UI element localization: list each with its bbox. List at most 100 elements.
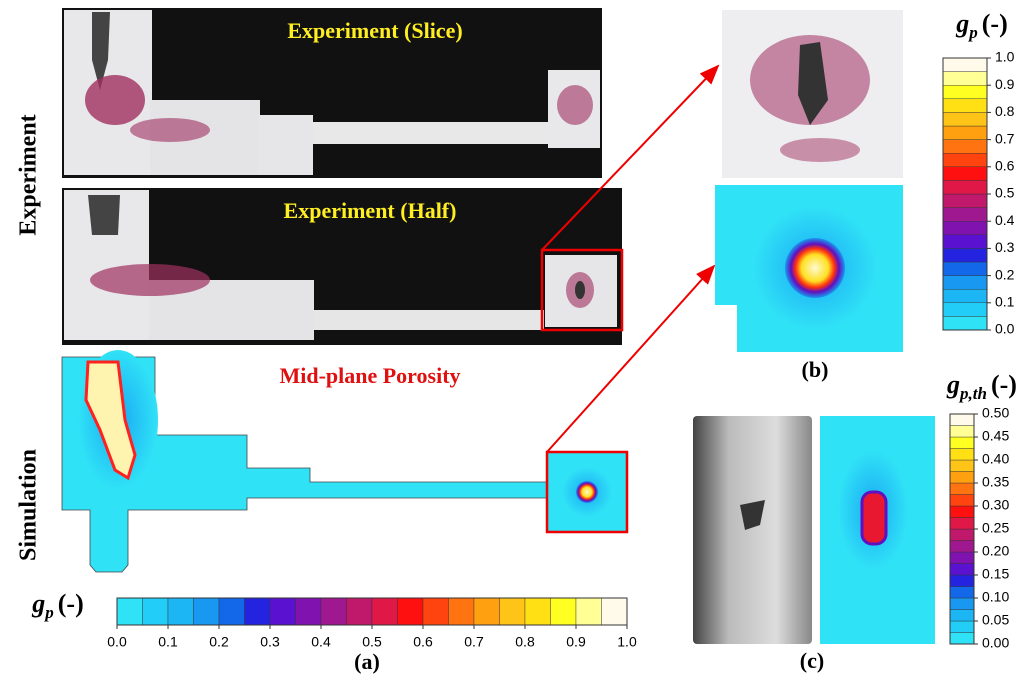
colorbar-title: gp,th(-): [946, 370, 1017, 403]
unit: (-): [58, 589, 84, 618]
figure: Experiment Simulation Experiment (Slice)…: [0, 0, 1035, 687]
color-step: [372, 598, 398, 625]
tick-label: 0.40: [982, 451, 1009, 467]
color-step: [950, 541, 974, 553]
tick-label: 0.8: [515, 634, 535, 650]
color-step: [950, 564, 974, 576]
color-step: [943, 126, 987, 140]
color-step: [950, 587, 974, 599]
color-step: [576, 598, 602, 625]
color-step: [168, 598, 194, 625]
tick-label: 0.6: [995, 158, 1015, 174]
subscript: p: [43, 603, 54, 622]
color-step: [943, 112, 987, 126]
color-step: [525, 598, 551, 625]
color-step: [943, 99, 987, 113]
color-step: [500, 598, 526, 625]
symbol: g: [946, 370, 960, 399]
subscript: p,th: [958, 384, 987, 403]
tick-label: 0.4: [311, 634, 331, 650]
panel-label: (a): [354, 649, 380, 674]
color-step: [950, 483, 974, 495]
color-step: [943, 221, 987, 235]
panel-title: Experiment (Half): [284, 198, 457, 223]
tick-label: 0.30: [982, 497, 1009, 513]
tick-label: 0.3: [995, 239, 1015, 255]
tick-label: 0.20: [982, 543, 1009, 559]
porosity-field: [862, 492, 886, 544]
color-step: [950, 518, 974, 530]
tick-label: 0.00: [982, 635, 1009, 651]
tick-label: 0.9: [566, 634, 586, 650]
color-step: [943, 194, 987, 208]
color-step: [950, 610, 974, 622]
color-step: [950, 506, 974, 518]
color-step: [296, 598, 322, 625]
zoom-photo: [722, 10, 903, 178]
color-step: [943, 289, 987, 303]
xray-photo: [693, 416, 812, 644]
color-step: [950, 552, 974, 564]
tick-label: 0.50: [982, 405, 1009, 421]
tick-label: 0.0: [995, 321, 1015, 337]
tick-label: 0.6: [413, 634, 433, 650]
color-step: [474, 598, 500, 625]
zoom-simulation: [715, 185, 903, 352]
tick-label: 0.2: [995, 266, 1015, 282]
color-step: [270, 598, 296, 625]
tick-label: 0.1: [158, 634, 178, 650]
color-step: [943, 235, 987, 249]
tick-label: 0.35: [982, 474, 1009, 490]
tick-label: 0.15: [982, 566, 1009, 582]
color-step: [943, 153, 987, 167]
color-step: [943, 58, 987, 72]
color-step: [943, 316, 987, 330]
tick-label: 0.7: [995, 130, 1015, 146]
panel-title: Mid-plane Porosity: [279, 363, 460, 388]
tick-label: 0.5: [362, 634, 382, 650]
color-step: [943, 276, 987, 290]
color-step: [117, 598, 143, 625]
color-step: [943, 248, 987, 262]
color-step: [950, 575, 974, 587]
color-step: [423, 598, 449, 625]
color-step: [950, 472, 974, 484]
color-step: [950, 495, 974, 507]
porosity-field: [576, 481, 598, 503]
tick-label: 1.0: [995, 49, 1015, 65]
panel-label: (b): [802, 357, 829, 382]
tick-label: 0.3: [260, 634, 280, 650]
color-step: [950, 437, 974, 449]
tick-label: 0.9: [995, 76, 1015, 92]
color-step: [219, 598, 245, 625]
tick-label: 0.5: [995, 185, 1015, 201]
color-step: [950, 598, 974, 610]
color-step: [347, 598, 373, 625]
symbol: g: [955, 9, 969, 38]
color-step: [943, 180, 987, 194]
symbol: g: [31, 589, 45, 618]
color-step: [950, 529, 974, 541]
subscript: p: [967, 23, 978, 42]
color-step: [950, 414, 974, 426]
color-step: [943, 140, 987, 154]
tick-label: 0.2: [209, 634, 229, 650]
color-step: [398, 598, 424, 625]
tick-label: 0.7: [464, 634, 484, 650]
color-step: [551, 598, 577, 625]
color-step: [950, 633, 974, 645]
color-step: [143, 598, 169, 625]
color-step: [449, 598, 475, 625]
unit: (-): [982, 9, 1008, 38]
color-step: [943, 262, 987, 276]
row-label: Simulation: [16, 449, 42, 561]
tick-label: 0.0: [107, 634, 127, 650]
color-step: [943, 167, 987, 181]
color-step: [950, 621, 974, 633]
color-step: [321, 598, 347, 625]
panel-label: (c): [800, 648, 824, 673]
tick-label: 0.45: [982, 428, 1009, 444]
colorbar-title: gp(-): [955, 9, 1007, 42]
row-label: Experiment: [16, 114, 42, 235]
unit: (-): [991, 370, 1017, 399]
